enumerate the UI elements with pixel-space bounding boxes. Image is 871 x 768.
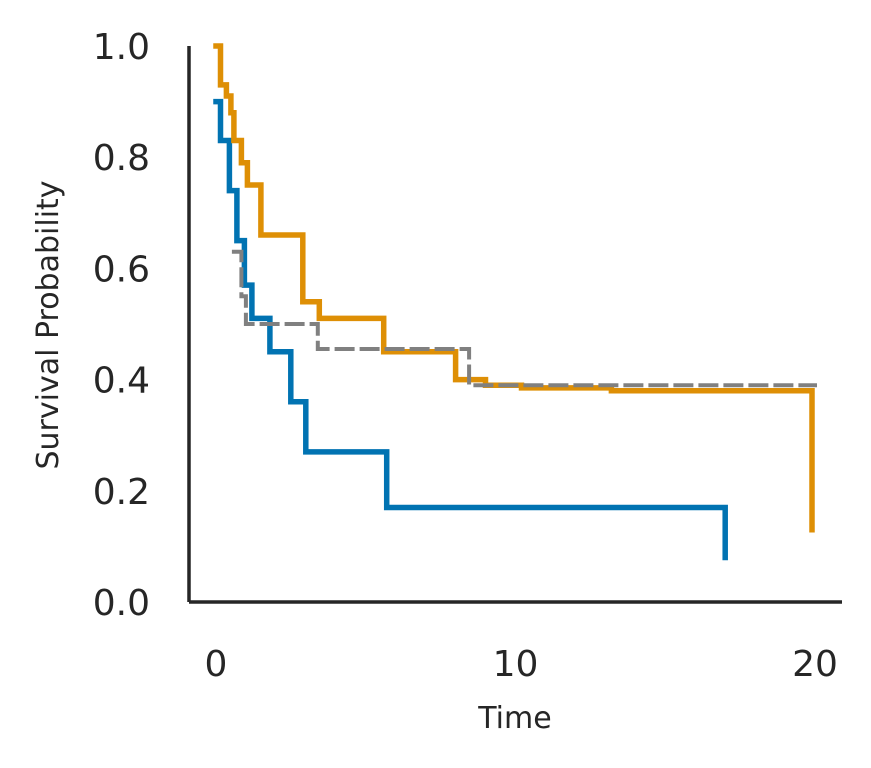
series-layer [213,43,817,561]
y-tick-label: 0.2 [93,472,150,513]
y-tick-label: 0.4 [93,361,150,402]
x-axis-title: Time [477,701,551,736]
y-axis-title: Survival Probability [31,180,66,469]
y-tick-label: 0.0 [93,583,150,624]
series-line-1 [213,98,728,561]
labels-layer: Time Survival Probability [31,180,552,736]
x-tick-label: 0 [205,644,228,685]
y-tick-label: 0.6 [93,249,150,290]
x-tick-label: 20 [792,644,838,685]
y-tick-label: 0.8 [93,138,150,179]
x-tick-label: 10 [493,644,539,685]
series-line-3 [231,249,817,388]
series-line-2 [213,43,815,533]
y-tick-label: 1.0 [93,27,150,68]
axes-layer: 0.0 0.2 0.4 0.6 0.8 1.0 0 10 20 [93,27,842,685]
